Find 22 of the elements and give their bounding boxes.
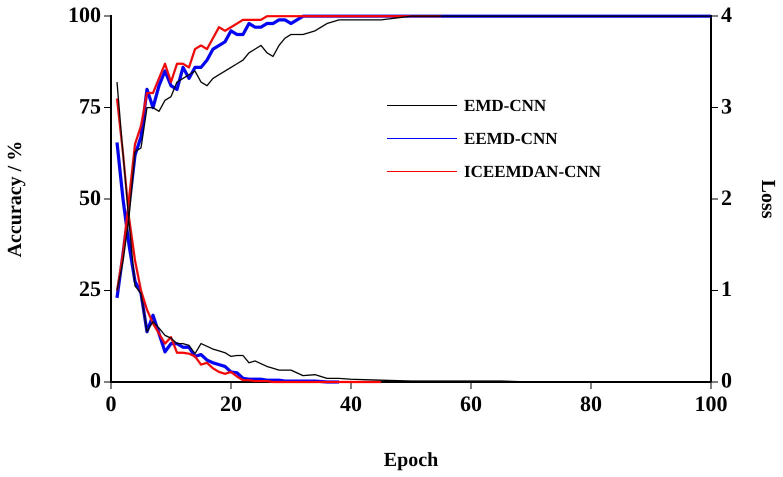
y-axis-title: Accuracy / %	[4, 140, 26, 258]
x-tick-label: 100	[694, 390, 728, 416]
y2-tick-label: 1	[721, 276, 732, 302]
legend-label: EMD-CNN	[464, 96, 546, 116]
x-tick-label: 20	[220, 390, 242, 416]
legend-label: EEMD-CNN	[464, 128, 558, 149]
y2-tick-label: 2	[721, 184, 732, 210]
x-tick-label: 0	[106, 390, 116, 416]
x-tick-label: 40	[340, 390, 362, 416]
x-axis-title: Epoch	[384, 449, 438, 472]
y2-axis-title: Loss	[756, 180, 779, 219]
y-tick-label: 75	[79, 93, 101, 118]
y-tick-label: 25	[79, 276, 101, 302]
x-tick-label: 80	[580, 390, 602, 416]
y2-tick-label: 0	[721, 368, 732, 393]
y-tick-label: 50	[79, 184, 101, 210]
legend-label: ICEEMDAN-CNN	[464, 162, 601, 182]
y-tick-label: 100	[68, 2, 101, 27]
y2-tick-label: 3	[721, 93, 732, 118]
x-tick-label: 60	[460, 390, 482, 416]
y2-tick-label: 4	[721, 2, 732, 27]
y-tick-label: 0	[90, 368, 101, 393]
